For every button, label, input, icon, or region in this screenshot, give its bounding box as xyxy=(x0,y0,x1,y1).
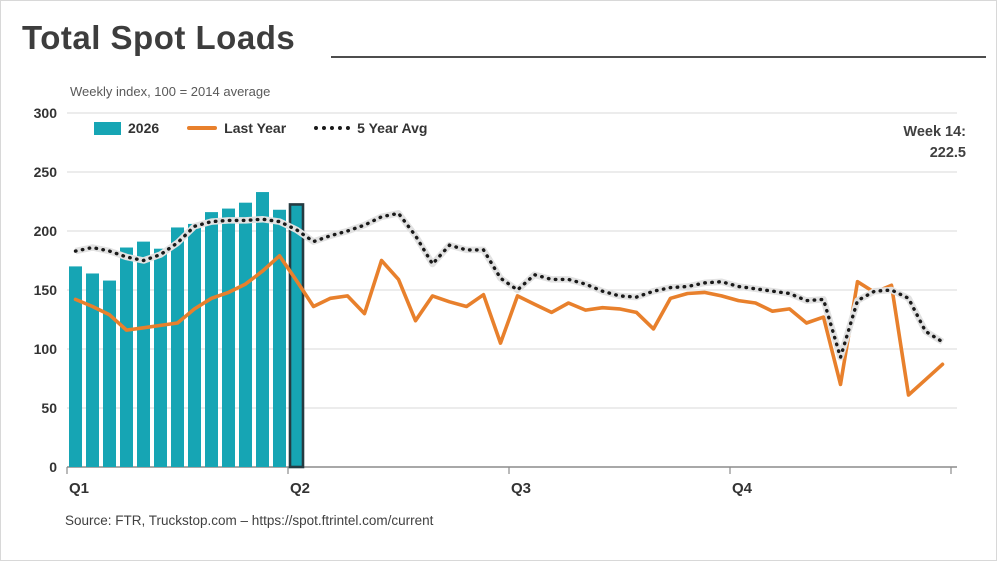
y-tick-label: 250 xyxy=(34,164,58,180)
x-tick-label: Q2 xyxy=(290,480,310,497)
bar-week-5 xyxy=(137,241,150,467)
legend-label-5yr-avg: 5 Year Avg xyxy=(357,120,428,136)
y-tick-label: 50 xyxy=(41,400,57,416)
bar-week-6 xyxy=(154,248,167,467)
y-tick-label: 0 xyxy=(49,459,57,475)
bar-week-8 xyxy=(188,223,201,467)
bar-week-12 xyxy=(256,192,269,467)
chart-subtitle: Weekly index, 100 = 2014 average xyxy=(70,84,271,99)
legend-label-last-year: Last Year xyxy=(224,120,287,136)
y-tick-label: 200 xyxy=(34,223,58,239)
chart-legend: 2026 Last Year 5 Year Avg xyxy=(94,120,427,136)
bar-week-4 xyxy=(120,247,133,467)
week14-annotation: Week 14: 222.5 xyxy=(903,122,966,164)
x-tick-label: Q4 xyxy=(732,480,753,497)
five-year-avg-line xyxy=(73,211,945,364)
y-tick-label: 150 xyxy=(34,282,58,298)
bar-week-1 xyxy=(69,266,82,467)
bar-week-7 xyxy=(171,227,184,467)
legend-item-2026: 2026 xyxy=(94,120,159,136)
bar-week-14 xyxy=(288,203,305,469)
x-tick-label: Q1 xyxy=(69,480,89,497)
legend-label-2026: 2026 xyxy=(128,120,160,136)
legend-item-5yr-avg: 5 Year Avg xyxy=(314,120,427,136)
dotted-swatch-icon xyxy=(314,126,351,130)
bar-week-10 xyxy=(222,208,235,467)
bar-week-2 xyxy=(86,273,99,467)
bar-week-9 xyxy=(205,212,218,467)
page-title: Total Spot Loads xyxy=(22,19,296,56)
week14-annotation-value: 222.5 xyxy=(929,145,966,162)
bar-week-13 xyxy=(273,209,286,467)
y-tick-label: 100 xyxy=(34,341,58,357)
line-swatch-icon xyxy=(187,126,218,130)
legend-item-last-year: Last Year xyxy=(187,120,286,136)
x-tick-label: Q3 xyxy=(511,480,531,497)
week14-annotation-label: Week 14: xyxy=(903,124,966,140)
bar-week-3 xyxy=(103,280,116,467)
bar-week-11 xyxy=(239,202,252,467)
bar-swatch-icon xyxy=(94,121,121,135)
last-year-line xyxy=(73,254,945,397)
y-tick-label: 300 xyxy=(34,105,58,121)
title-underline xyxy=(331,56,986,58)
source-note: Source: FTR, Truckstop.com – https://spo… xyxy=(65,513,434,528)
